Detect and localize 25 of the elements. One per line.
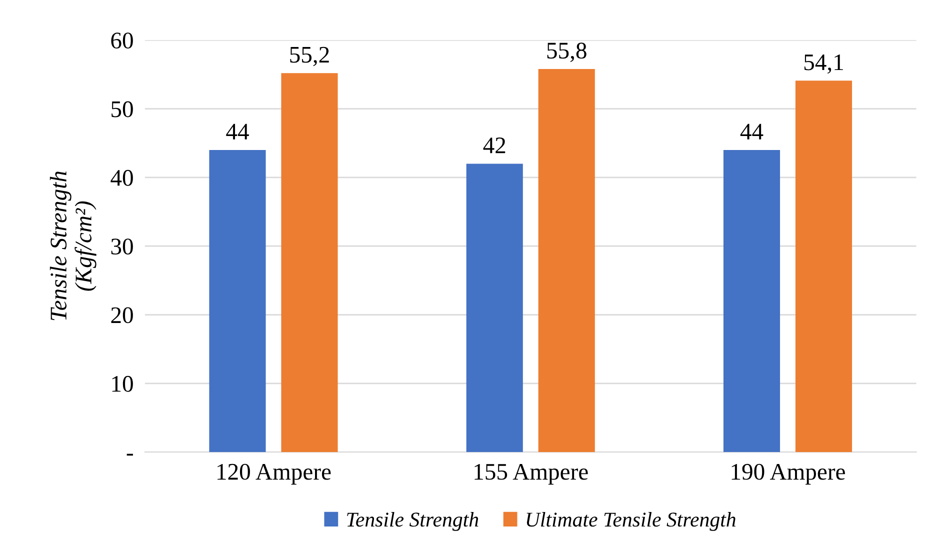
x-tick-label: 190 Ampere: [732, 464, 845, 485]
data-label: 54,1: [804, 54, 843, 74]
y-tick-label: 10: [112, 376, 133, 392]
data-label: 44: [226, 124, 249, 140]
y-axis-title: Tensile Strength (Kgf/cm²): [50, 172, 96, 320]
y-tick-label: 50: [112, 101, 133, 118]
bar: [538, 68, 595, 452]
bar: [466, 164, 523, 452]
bar: [723, 150, 780, 452]
bar: [209, 150, 266, 452]
y-tick-label: 60: [111, 32, 133, 49]
x-tick-label: 155 Ampere: [474, 464, 588, 485]
y-tick-label: 40: [110, 170, 133, 186]
legend-label: Ultimate Tensile Strength: [526, 512, 736, 531]
data-label: 55,2: [290, 46, 329, 66]
data-label: 55,8: [547, 42, 586, 62]
data-label: 42: [483, 137, 506, 154]
legend-label: Tensile Strength: [347, 512, 478, 531]
y-tick-label: 30: [111, 238, 133, 255]
y-tick-label: 20: [111, 307, 133, 324]
bar: [281, 73, 338, 452]
bar: [795, 80, 852, 452]
x-tick-label: 120 Ampere: [218, 464, 331, 485]
data-label: 44: [740, 124, 764, 140]
y-tick-label: -: [126, 454, 133, 456]
